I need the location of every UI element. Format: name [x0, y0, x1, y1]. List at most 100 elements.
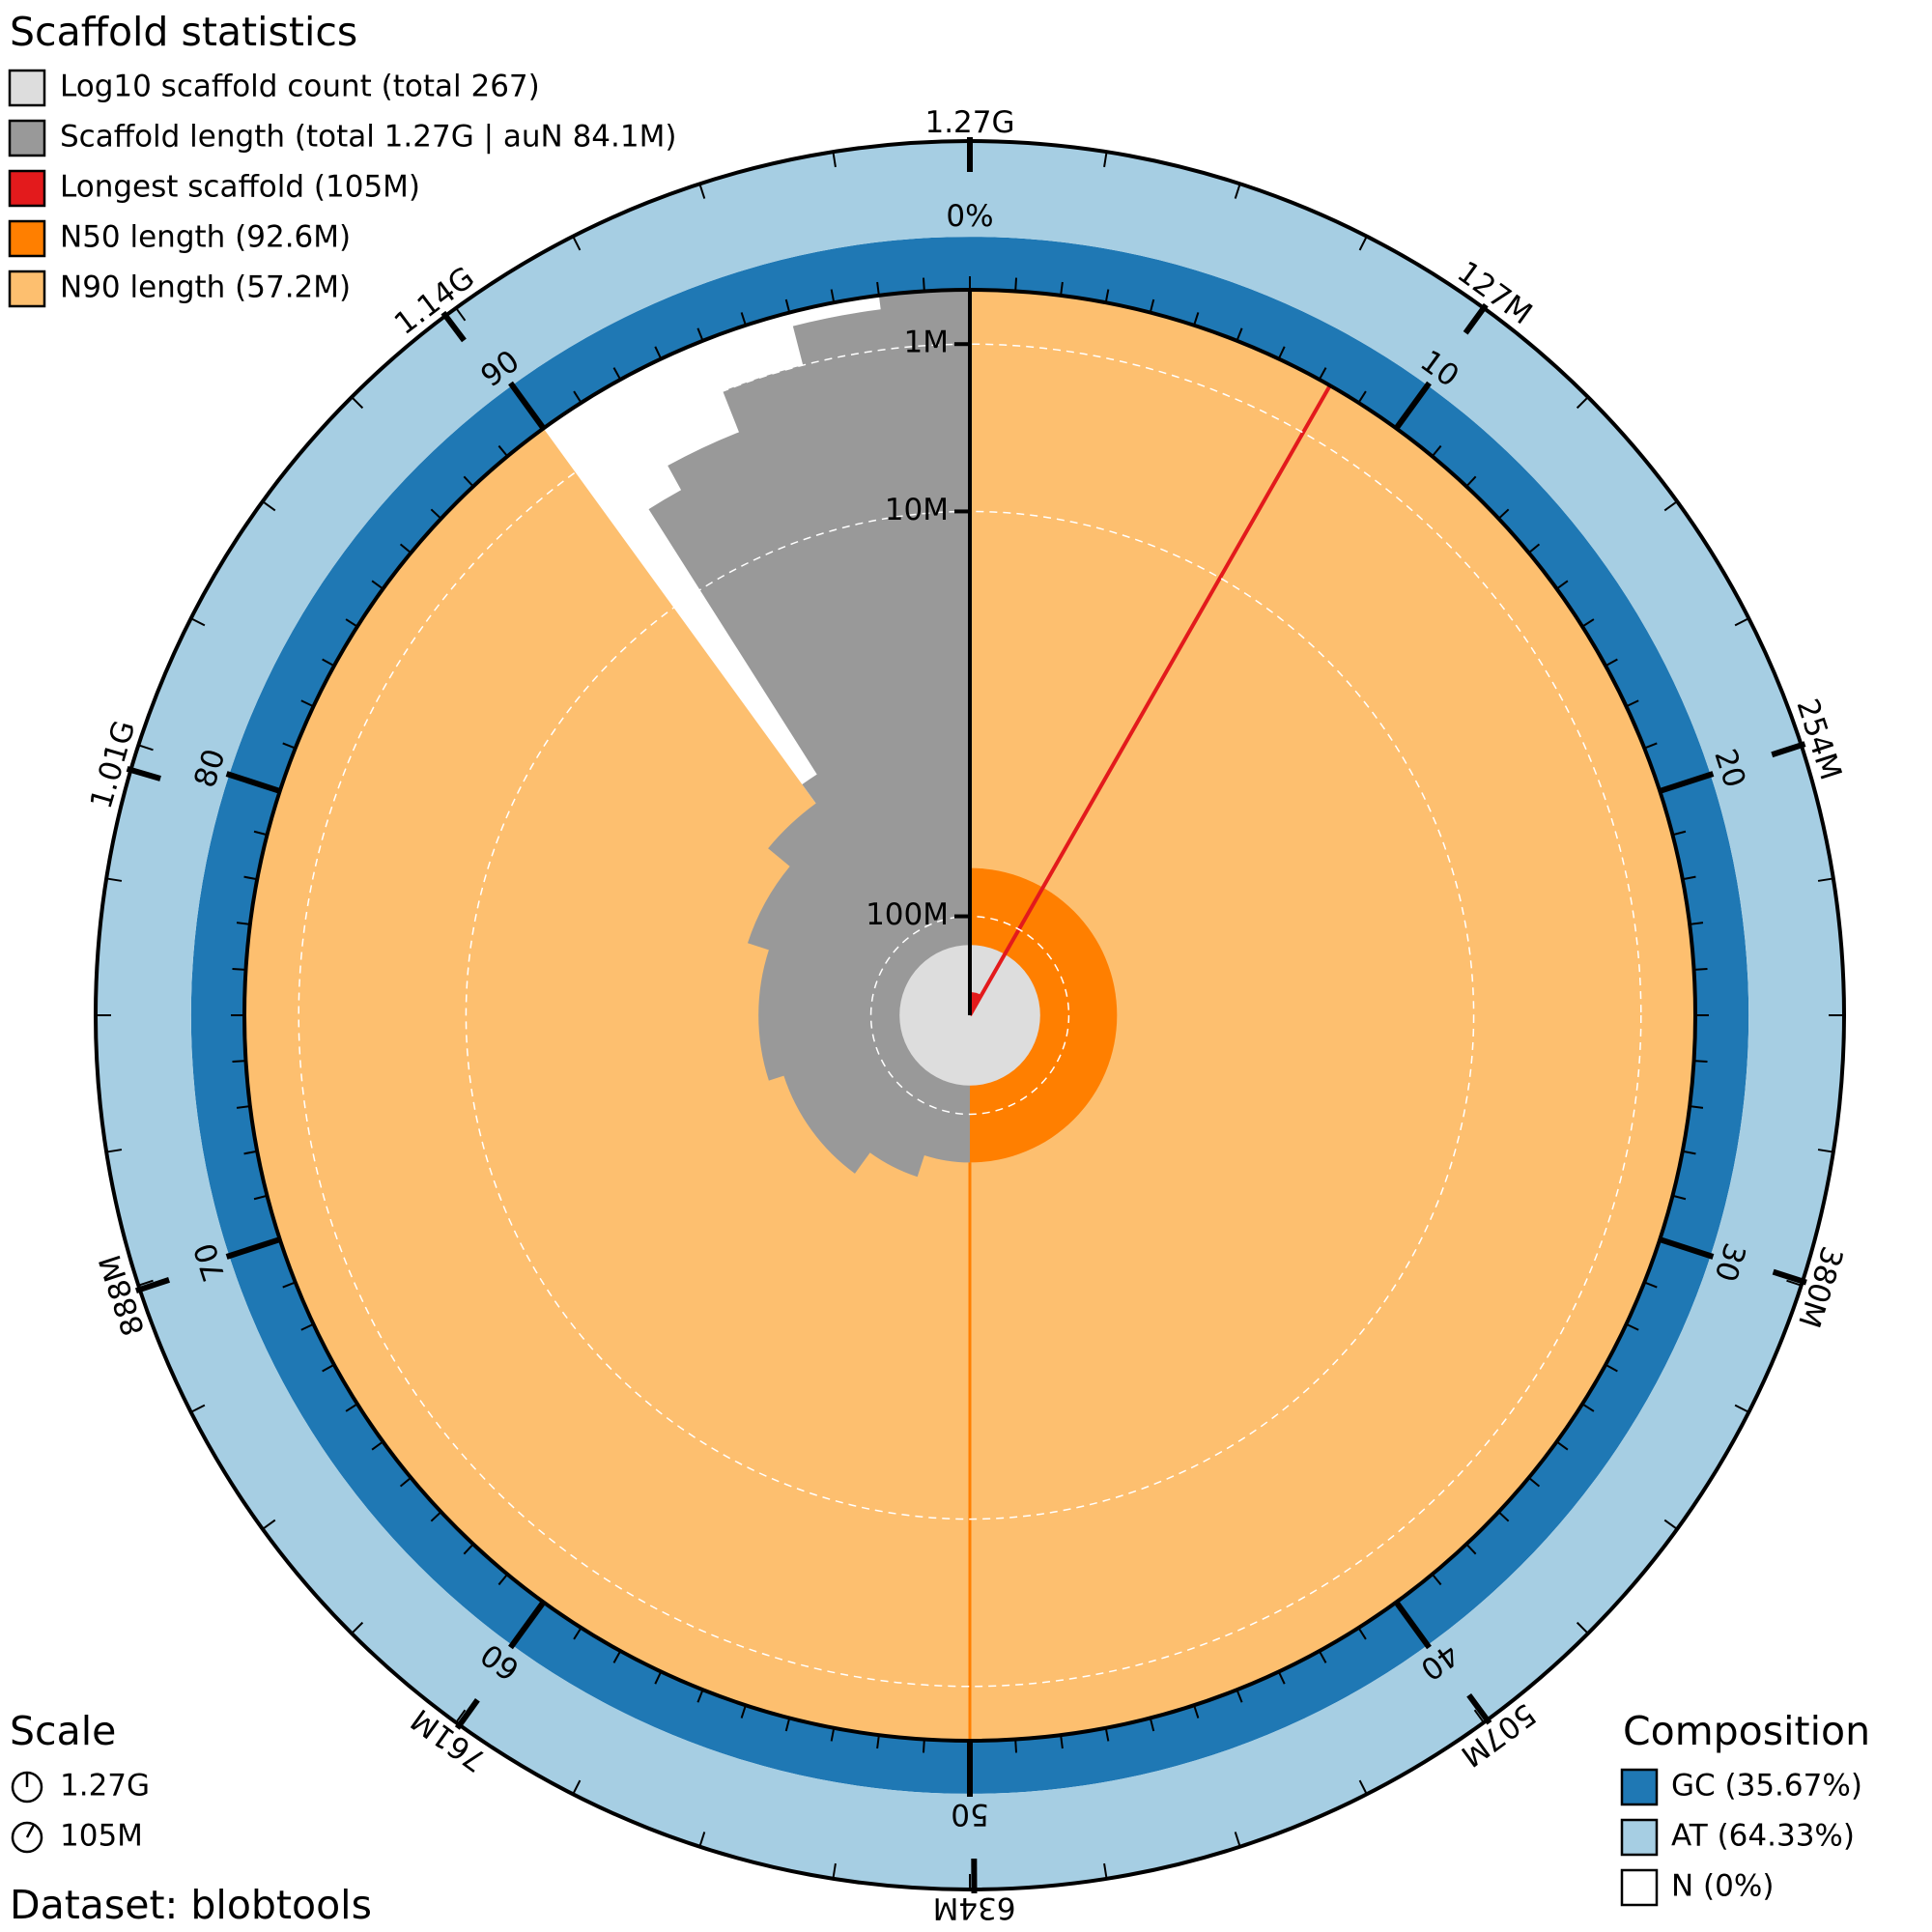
- longest-line: [968, 384, 1332, 1016]
- minor-tick: [236, 922, 251, 925]
- legend-label: Longest scaffold (105M): [60, 170, 420, 205]
- minor-tick: [1318, 1650, 1327, 1663]
- legend-label: Scaffold length (total 1.27G | auN 84.1M…: [60, 120, 676, 155]
- minor-tick: [1473, 1709, 1485, 1723]
- minor-tick: [612, 367, 622, 381]
- scale-icon-line: [25, 1824, 36, 1838]
- minor-tick: [696, 1689, 704, 1703]
- minor-tick: [497, 1574, 509, 1586]
- minor-tick: [262, 1519, 276, 1530]
- minor-tick: [1555, 1440, 1569, 1451]
- minor-tick: [399, 543, 412, 554]
- minor-tick: [654, 346, 663, 359]
- minor-tick: [232, 967, 246, 971]
- minor-tick: [1277, 1671, 1286, 1685]
- percent-label: 50: [951, 1797, 988, 1832]
- composition-title: Composition: [1623, 1708, 1870, 1754]
- minor-tick: [345, 618, 358, 628]
- minor-tick: [922, 1739, 925, 1753]
- minor-tick: [1786, 1279, 1803, 1287]
- legend-swatch: [8, 119, 46, 157]
- minor-tick: [463, 475, 474, 488]
- minor-tick: [1103, 1862, 1108, 1880]
- minor-tick: [190, 1404, 206, 1413]
- minor-tick: [1236, 1689, 1243, 1703]
- minor-tick: [1817, 877, 1834, 882]
- minor-tick: [1149, 298, 1155, 313]
- minor-tick: [1236, 327, 1243, 342]
- composition-label: AT (64.33%): [1671, 1819, 1855, 1854]
- minor-tick: [351, 1621, 364, 1634]
- minor-tick: [1193, 312, 1200, 327]
- minor-tick: [322, 658, 335, 668]
- minor-tick: [322, 1363, 335, 1373]
- minor-tick: [1497, 1511, 1510, 1522]
- minor-tick: [696, 327, 704, 342]
- minor-tick: [1358, 1779, 1368, 1795]
- minor-tick: [1663, 500, 1678, 512]
- span-tick: [440, 310, 467, 343]
- minor-tick: [1318, 367, 1327, 381]
- composition-swatch: [1620, 1868, 1659, 1907]
- grid-circle: [298, 343, 1642, 1688]
- minor-tick: [371, 580, 384, 590]
- minor-tick: [1234, 183, 1241, 199]
- minor-tick: [572, 236, 582, 251]
- span-tick: [126, 766, 161, 781]
- span-tick: [134, 1277, 171, 1294]
- minor-tick: [740, 312, 747, 327]
- span-tick: [1771, 741, 1806, 758]
- minor-tick: [345, 1403, 358, 1412]
- minor-tick: [1689, 1105, 1704, 1109]
- minor-tick: [1357, 390, 1367, 404]
- minor-tick: [243, 875, 258, 881]
- minor-tick: [455, 1709, 467, 1723]
- scaffold-length-curve: [648, 290, 970, 1178]
- minor-tick: [371, 1440, 384, 1451]
- minor-tick: [105, 877, 123, 882]
- minor-tick: [105, 1149, 123, 1153]
- minor-tick: [1626, 699, 1639, 708]
- span-tick: [1466, 1692, 1492, 1725]
- minor-tick: [1581, 1403, 1595, 1412]
- minor-tick: [784, 1718, 791, 1732]
- minor-tick: [262, 500, 276, 512]
- minor-tick: [300, 699, 314, 708]
- minor-tick: [190, 617, 206, 627]
- minor-tick: [1626, 1322, 1639, 1331]
- minor-tick: [922, 277, 925, 292]
- minor-tick: [573, 390, 582, 404]
- span-tick: [1463, 302, 1489, 335]
- legend-label: N90 length (57.2M): [60, 270, 351, 305]
- minor-tick: [430, 508, 442, 520]
- minor-tick: [236, 1105, 251, 1109]
- n50-sector: [970, 867, 1118, 1163]
- minor-tick: [253, 830, 268, 837]
- scale-icon: [11, 1821, 43, 1854]
- minor-tick: [351, 396, 364, 410]
- minor-tick: [1528, 1476, 1541, 1488]
- minor-tick: [1693, 967, 1708, 971]
- percent-tick: [508, 381, 547, 431]
- minor-tick: [1193, 1704, 1200, 1719]
- radial-label: 10M: [885, 493, 949, 527]
- minor-tick: [1357, 1627, 1367, 1640]
- percent-tick: [1393, 381, 1432, 431]
- minor-tick: [1104, 289, 1110, 303]
- scale-label: 105M: [60, 1819, 143, 1854]
- minor-tick: [1528, 543, 1541, 554]
- minor-tick: [1734, 617, 1749, 627]
- minor-tick: [830, 1727, 836, 1742]
- minor-tick: [1576, 1621, 1589, 1634]
- minor-tick: [1605, 1363, 1618, 1373]
- minor-tick: [1014, 277, 1018, 292]
- minor-tick: [876, 281, 880, 297]
- minor-tick: [253, 1194, 268, 1201]
- minor-tick: [399, 1476, 412, 1488]
- minor-tick: [1497, 508, 1510, 520]
- composition-swatch: [1620, 1768, 1659, 1806]
- percent-tick: [225, 1236, 281, 1260]
- minor-tick: [698, 1832, 706, 1848]
- span-label: 1.27G: [924, 105, 1014, 140]
